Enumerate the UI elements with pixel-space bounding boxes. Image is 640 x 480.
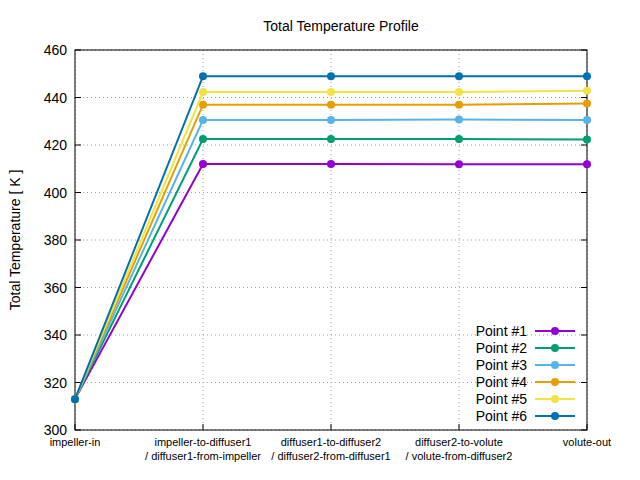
category-label: diffuser2-to-volute / volute-from-diffuse… <box>406 436 513 462</box>
tick <box>581 335 587 336</box>
data-point <box>455 160 463 168</box>
legend-label: Point #3 <box>476 357 528 373</box>
data-point <box>71 395 79 403</box>
data-point <box>583 136 591 144</box>
tick-label: 400 <box>44 185 68 201</box>
legend-label: Point #2 <box>476 340 528 356</box>
category-label: impeller-to-diffuser1 / diffuser1-from-im… <box>145 436 261 462</box>
legend: Point #1Point #2Point #3Point #4Point #5… <box>476 323 575 424</box>
data-point <box>583 87 591 95</box>
tick <box>581 145 587 146</box>
tick <box>459 424 460 430</box>
series-group <box>71 72 591 403</box>
legend-marker <box>551 378 559 386</box>
tick <box>581 287 587 288</box>
data-point <box>327 116 335 124</box>
tick <box>75 335 81 336</box>
tick <box>581 240 587 241</box>
data-point <box>199 160 207 168</box>
series-line <box>75 91 587 399</box>
tick-label: 460 <box>44 42 68 58</box>
legend-label: Point #1 <box>476 323 528 339</box>
legend-label: Point #4 <box>476 374 528 390</box>
data-point <box>327 160 335 168</box>
data-point <box>71 395 79 403</box>
tick <box>581 382 587 383</box>
data-point <box>199 88 207 96</box>
series-line <box>75 76 587 399</box>
tick-label: 320 <box>44 375 68 391</box>
category-label: volute-out <box>563 436 611 448</box>
category-label-line: / volute-from-diffuser2 <box>406 450 513 462</box>
tick <box>75 97 81 98</box>
background <box>0 0 640 480</box>
category-label-line: volute-out <box>563 436 611 448</box>
category-label-line: / diffuser1-from-impeller <box>145 450 261 462</box>
tick <box>203 424 204 430</box>
data-point <box>327 135 335 143</box>
tick-label: 340 <box>44 327 68 343</box>
data-point <box>71 395 79 403</box>
series-line <box>75 120 587 400</box>
data-point <box>199 72 207 80</box>
data-point <box>327 101 335 109</box>
plot-frame <box>75 50 587 430</box>
category-label-line: diffuser2-to-volute <box>415 436 503 448</box>
data-point <box>583 72 591 80</box>
tick <box>75 287 81 288</box>
grid-line <box>75 192 587 193</box>
data-point <box>199 135 207 143</box>
series-line <box>75 164 587 399</box>
series-line <box>75 139 587 399</box>
data-point <box>455 135 463 143</box>
data-point <box>583 160 591 168</box>
grid-line <box>75 287 587 288</box>
data-point <box>71 395 79 403</box>
legend-marker <box>551 395 559 403</box>
legend-label: Point #5 <box>476 391 528 407</box>
tick-label: 380 <box>44 232 68 248</box>
data-point <box>455 88 463 96</box>
category-label-line: / diffuser2-from-diffuser1 <box>271 450 390 462</box>
tick <box>331 424 332 430</box>
category-label: diffuser1-to-diffuser2 / diffuser2-from-d… <box>271 436 390 462</box>
category-label-line: impeller-to-diffuser1 <box>154 436 251 448</box>
tick <box>75 192 81 193</box>
tick <box>581 192 587 193</box>
data-point <box>583 116 591 124</box>
data-point <box>455 72 463 80</box>
grid-line <box>75 145 587 146</box>
legend-marker <box>551 361 559 369</box>
y-axis-label: Total Temperature [ K ] <box>7 170 23 311</box>
tick-label: 440 <box>44 90 68 106</box>
data-point <box>199 101 207 109</box>
legend-marker <box>551 412 559 420</box>
data-point <box>327 88 335 96</box>
legend-marker <box>551 344 559 352</box>
grid-line <box>75 240 587 241</box>
tick <box>75 145 81 146</box>
chart: 300320340360380400420440460impeller-inim… <box>0 0 640 480</box>
data-point <box>327 72 335 80</box>
data-point <box>455 116 463 124</box>
grid-line <box>75 97 587 98</box>
series-line <box>75 103 587 399</box>
tick <box>75 382 81 383</box>
category-label-line: diffuser1-to-diffuser2 <box>281 436 381 448</box>
legend-label: Point #6 <box>476 408 528 424</box>
data-point <box>199 116 207 124</box>
legend-marker <box>551 327 559 335</box>
data-point <box>71 395 79 403</box>
category-label-line: impeller-in <box>50 436 101 448</box>
data-point <box>455 101 463 109</box>
tick <box>581 97 587 98</box>
title: Total Temperature Profile <box>263 18 419 34</box>
tick-label: 420 <box>44 137 68 153</box>
category-label: impeller-in <box>50 436 101 448</box>
data-point <box>583 99 591 107</box>
tick <box>75 240 81 241</box>
data-point <box>71 395 79 403</box>
tick-label: 360 <box>44 280 68 296</box>
